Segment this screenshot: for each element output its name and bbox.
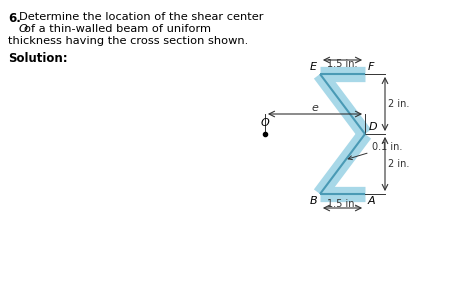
Text: B: B	[310, 196, 317, 206]
Text: F: F	[368, 62, 374, 72]
Text: O: O	[19, 24, 28, 34]
Text: 2 in.: 2 in.	[388, 99, 410, 109]
Text: of a thin-walled beam of uniform: of a thin-walled beam of uniform	[24, 24, 211, 34]
Text: A: A	[368, 196, 375, 206]
Text: 2 in.: 2 in.	[388, 159, 410, 169]
Text: thickness having the cross section shown.: thickness having the cross section shown…	[8, 36, 248, 46]
Text: 1.5 in.: 1.5 in.	[327, 59, 358, 69]
Text: E: E	[310, 62, 317, 72]
Text: O: O	[261, 118, 269, 128]
Text: D: D	[369, 122, 378, 132]
Text: Solution:: Solution:	[8, 52, 68, 65]
Text: Determine the location of the shear center: Determine the location of the shear cent…	[19, 12, 264, 22]
Text: 0.1 in.: 0.1 in.	[348, 142, 403, 160]
Text: 1.5 in.: 1.5 in.	[327, 199, 358, 209]
Text: e: e	[311, 103, 319, 113]
Text: 6.: 6.	[8, 12, 21, 25]
